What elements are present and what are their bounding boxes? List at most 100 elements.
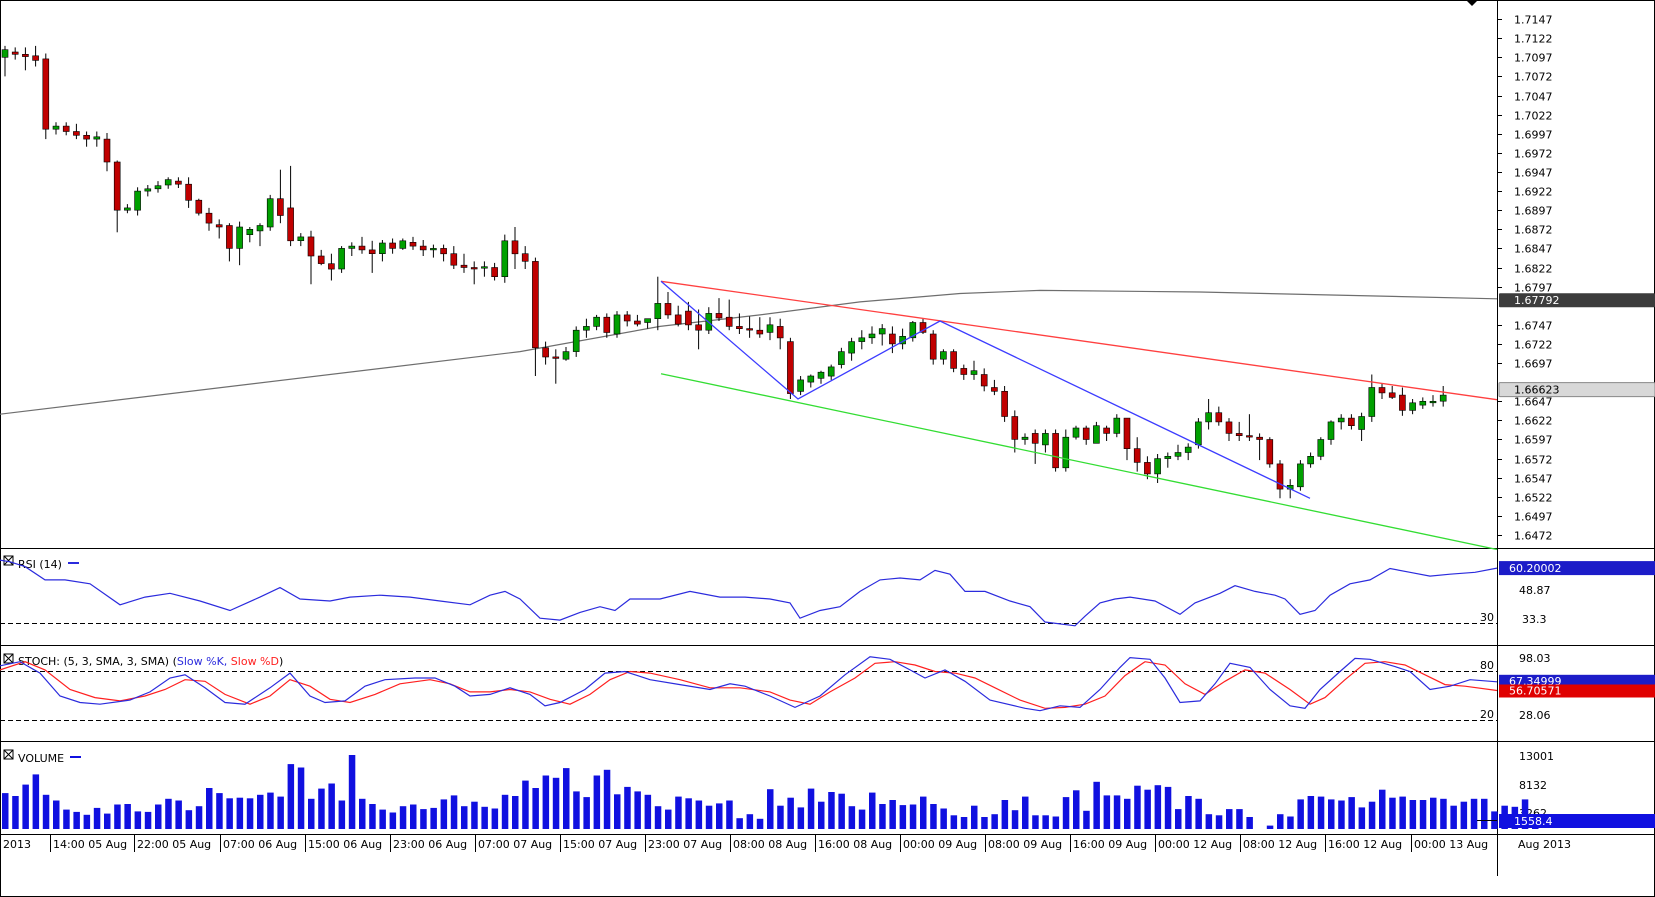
candle-body bbox=[1276, 463, 1284, 490]
time-axis: 2013 14:00 05 Aug 22:00 05 Aug 07:00 06 Aug… bbox=[3, 835, 1488, 852]
time-tick-label: 00:00 13 Aug bbox=[1414, 838, 1488, 851]
candle-body bbox=[338, 248, 345, 270]
trend-line-support[interactable] bbox=[660, 373, 1498, 551]
candle-body bbox=[1195, 421, 1202, 446]
rsi-tick-2: 33.3 bbox=[1522, 613, 1547, 626]
trend-lines bbox=[660, 280, 1498, 551]
volume-bar bbox=[185, 810, 193, 829]
rsi-value-tag-text: 60.20002 bbox=[1509, 562, 1562, 575]
volume-bar bbox=[1287, 816, 1294, 829]
volume-bar bbox=[246, 798, 254, 829]
volume-bar bbox=[1317, 796, 1325, 829]
volume-bar bbox=[1236, 809, 1243, 829]
candle-body bbox=[1082, 427, 1090, 440]
volume-bar bbox=[114, 804, 121, 829]
candle-body bbox=[1368, 387, 1376, 417]
candle-body bbox=[603, 316, 611, 333]
volume-bar bbox=[563, 768, 570, 829]
candle-body bbox=[379, 242, 386, 254]
price-tick-label: 1.7022 bbox=[1514, 110, 1553, 123]
candle-body bbox=[960, 368, 968, 375]
stoch-tick-2: 28.06 bbox=[1519, 709, 1551, 722]
volume-bar bbox=[461, 806, 468, 829]
candle-body bbox=[593, 316, 600, 327]
volume-bar bbox=[624, 786, 631, 829]
stoch-close-icon[interactable] bbox=[3, 653, 14, 664]
candle-body bbox=[470, 267, 478, 270]
volume-bar bbox=[1022, 796, 1029, 829]
candle-body bbox=[634, 320, 641, 325]
scroll-marker-icon[interactable] bbox=[1466, 0, 1478, 6]
volume-bar bbox=[420, 809, 427, 829]
candle-body bbox=[1205, 412, 1212, 423]
stoch-lower-label: 20 bbox=[1480, 708, 1494, 721]
volume-bar bbox=[1460, 801, 1468, 829]
candle-body bbox=[1103, 427, 1110, 434]
candle-body bbox=[491, 267, 498, 277]
trend-line-resistance[interactable] bbox=[660, 280, 1498, 401]
volume-bar bbox=[1175, 809, 1182, 829]
volume-bar bbox=[1297, 799, 1304, 829]
volume-bar bbox=[1389, 797, 1396, 829]
candle-body bbox=[521, 253, 529, 262]
candle-body bbox=[1031, 433, 1039, 444]
time-tick-label: 08:00 09 Aug bbox=[988, 838, 1062, 851]
volume-bar bbox=[705, 805, 713, 829]
volume-bar bbox=[899, 805, 907, 829]
volume-bar bbox=[1073, 790, 1080, 829]
volume-bar bbox=[889, 800, 896, 829]
candle-body bbox=[909, 322, 917, 339]
volume-bar bbox=[1277, 814, 1284, 829]
volume-close-icon[interactable] bbox=[3, 749, 14, 760]
volume-bar bbox=[583, 797, 590, 829]
volume-bar bbox=[348, 755, 356, 829]
candle-body bbox=[929, 333, 937, 360]
candle-body bbox=[205, 212, 213, 224]
candle-body bbox=[368, 249, 376, 254]
price-tick-label: 1.6472 bbox=[1514, 530, 1553, 543]
candle-body bbox=[695, 324, 702, 331]
volume-bar bbox=[83, 814, 91, 829]
volume-bar bbox=[1052, 816, 1060, 829]
stoch-label-main: STOCH: (5, 3, SMA, 3, SMA) bbox=[18, 655, 169, 668]
volume-bar bbox=[481, 806, 488, 829]
stoch-d-tag: 56.70571 bbox=[1499, 684, 1655, 698]
time-axis-right-label: Aug 2013 bbox=[1518, 838, 1571, 851]
volume-bar bbox=[1113, 795, 1121, 829]
volume-bar bbox=[1042, 815, 1049, 829]
candle-body bbox=[113, 161, 121, 211]
volume-bar bbox=[1246, 817, 1253, 829]
candle-body bbox=[154, 185, 162, 190]
volume-bar bbox=[552, 777, 560, 829]
volume-bar bbox=[614, 794, 621, 829]
volume-bar bbox=[175, 800, 182, 829]
candle-body bbox=[409, 242, 417, 247]
volume-bar bbox=[1358, 807, 1366, 829]
volume-bar bbox=[532, 788, 539, 829]
candle-body bbox=[654, 303, 662, 319]
volume-bar bbox=[32, 774, 40, 829]
volume-bar bbox=[848, 806, 856, 829]
candle-body bbox=[970, 370, 978, 375]
volume-bar bbox=[991, 814, 998, 829]
volume-value-tag-text: 1558.4 bbox=[1514, 815, 1553, 828]
volume-bar bbox=[328, 783, 335, 829]
candle-body bbox=[1042, 433, 1049, 446]
price-tick-label: 1.6947 bbox=[1514, 167, 1553, 180]
candle-body bbox=[501, 240, 509, 278]
volume-bar bbox=[940, 808, 947, 829]
candle-body bbox=[674, 314, 682, 325]
volume-bar bbox=[12, 796, 19, 829]
candle-body bbox=[1235, 433, 1243, 436]
candle-body bbox=[164, 179, 172, 186]
volume-bar bbox=[53, 800, 60, 829]
volume-bar bbox=[1226, 809, 1233, 829]
candle-body bbox=[644, 318, 651, 323]
time-tick-label: 07:00 06 Aug bbox=[223, 838, 297, 851]
volume-bar bbox=[430, 807, 437, 829]
price-tick-label: 1.6572 bbox=[1514, 454, 1553, 467]
stoch-k-legend: Slow %K, bbox=[177, 655, 227, 668]
candle-body bbox=[1093, 425, 1100, 444]
candle-body bbox=[746, 328, 753, 331]
volume-bar bbox=[1011, 810, 1019, 829]
